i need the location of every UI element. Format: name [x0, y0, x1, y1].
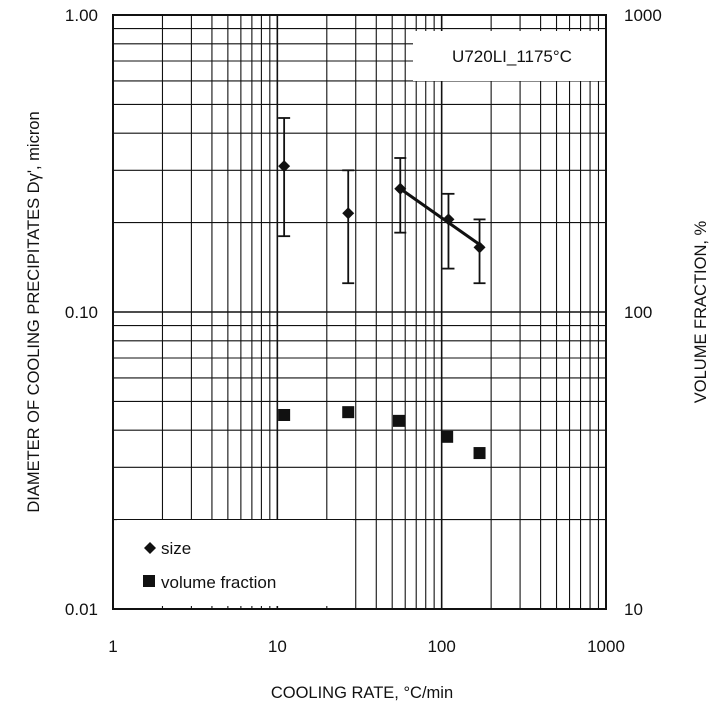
- size-trend-line: [399, 187, 485, 249]
- size-point: [473, 241, 486, 254]
- volume-fraction-point: [342, 406, 355, 419]
- legend: size volume fraction: [117, 520, 353, 606]
- y2-tick-label: 100: [624, 303, 652, 322]
- y-axis-label: DIAMETER OF COOLING PRECIPITATES Dγ', mi…: [25, 111, 43, 512]
- series-size: [278, 117, 486, 285]
- series-layer: [278, 117, 486, 460]
- y-tick-label: 0.10: [65, 303, 98, 322]
- x-axis-label: COOLING RATE, °C/min: [271, 684, 453, 702]
- size-point: [278, 160, 291, 173]
- y2-axis-label: VOLUME FRACTION, %: [692, 220, 710, 403]
- annotation-text: U720LI_1175°C: [452, 47, 572, 66]
- x-tick-label: 1: [108, 637, 117, 656]
- y2-tick-label: 1000: [624, 6, 662, 25]
- size-point: [394, 182, 407, 195]
- y-tick-label: 1.00: [65, 6, 98, 25]
- y-tick-label: 0.01: [65, 600, 98, 619]
- ticks: 1 10 100 1000 0.01 0.10 1.00 10 100 1000: [65, 6, 662, 656]
- plot-frame: [112, 14, 607, 610]
- x-tick-label: 100: [427, 637, 455, 656]
- legend-square-icon: [143, 575, 155, 587]
- series-volume-fraction: [278, 406, 486, 460]
- size-point: [342, 207, 355, 220]
- x-tick-label: 1000: [587, 637, 625, 656]
- annotation-box: U720LI_1175°C: [413, 31, 611, 81]
- size-point: [442, 213, 455, 226]
- volume-fraction-point: [392, 414, 405, 427]
- legend-label-volume-fraction: volume fraction: [161, 573, 276, 592]
- x-tick-label: 10: [268, 637, 287, 656]
- legend-label-size: size: [161, 539, 191, 558]
- volume-fraction-point: [473, 447, 486, 460]
- grid: [113, 15, 606, 609]
- y2-tick-label: 10: [624, 600, 643, 619]
- volume-fraction-point: [278, 408, 291, 421]
- legend-diamond-icon: [144, 542, 156, 554]
- volume-fraction-point: [441, 430, 454, 443]
